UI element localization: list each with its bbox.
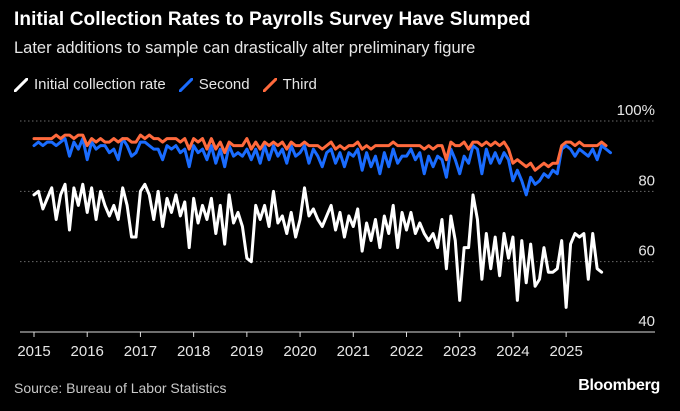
x-tick-label-2017: 2017 [124, 343, 157, 360]
x-tick-label-2016: 2016 [71, 343, 104, 360]
x-tick-label-2023: 2023 [443, 343, 476, 360]
bloomberg-logo: Bloomberg [578, 377, 660, 394]
x-tick-label-2020: 2020 [283, 343, 316, 360]
legend: Initial collection rate Second Third [14, 76, 317, 93]
x-tick-label-2018: 2018 [177, 343, 210, 360]
x-tick-label-2022: 2022 [390, 343, 423, 360]
x-tick-label-2024: 2024 [496, 343, 529, 360]
x-tick-label-2015: 2015 [17, 343, 50, 360]
series-line-second [32, 137, 612, 197]
legend-item-second: Second [178, 76, 250, 93]
x-tick-label-2021: 2021 [337, 343, 370, 360]
y-tick-label-40: 40 [638, 313, 655, 330]
legend-swatch-second [178, 77, 193, 92]
source-note: Source: Bureau of Labor Statistics [14, 380, 227, 396]
y-tick-label-80: 80 [638, 172, 655, 189]
legend-item-initial: Initial collection rate [14, 76, 166, 93]
legend-swatch-third [262, 77, 277, 92]
y-tick-label-60: 60 [638, 243, 655, 260]
series-line-initial [32, 182, 604, 309]
legend-label-initial: Initial collection rate [34, 76, 166, 93]
chart-title: Initial Collection Rates to Payrolls Sur… [14, 9, 531, 30]
legend-label-second: Second [198, 76, 250, 93]
x-tick-label-2019: 2019 [230, 343, 263, 360]
x-tick-label-2025: 2025 [549, 343, 582, 360]
y-tick-label-100: 100% [617, 102, 655, 119]
legend-item-third: Third [262, 76, 317, 93]
legend-label-third: Third [282, 76, 317, 93]
series-line-third [32, 133, 608, 172]
chart-subtitle: Later additions to sample can drasticall… [14, 39, 476, 57]
legend-swatch-initial [14, 77, 28, 92]
